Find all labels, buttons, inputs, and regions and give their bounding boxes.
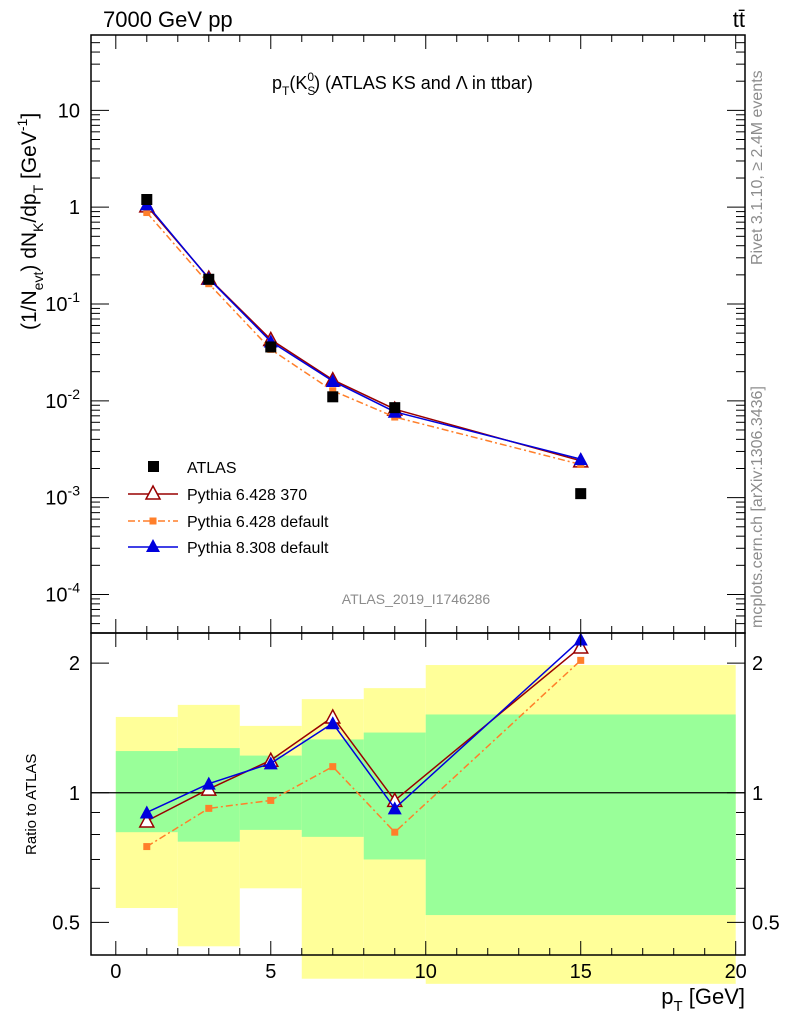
ratio-series-layer: [138, 632, 589, 851]
process-label: tt̄: [733, 7, 745, 32]
ratio-line-pythia-6-428-370: [146, 646, 582, 822]
legend-label-pythia6-370: Pythia 6.428 370: [187, 487, 307, 504]
main-series-pythia-6-428-370: [138, 197, 589, 468]
legend-item-pythia6-default: Pythia 6.428 default: [128, 514, 329, 531]
main-point-pythia-8-308-default: [325, 374, 340, 388]
main-point-atlas: [327, 391, 339, 403]
main-line-pythia-6-428-370: [146, 205, 581, 462]
ratio-y-tick-labels: 0.5 0.5 1 1 2 2: [52, 653, 780, 934]
main-series-atlas: [141, 194, 587, 500]
main-y-tick-label: 10-4: [45, 579, 80, 606]
main-y-tick-label: 10-2: [45, 386, 80, 413]
main-series-pythia-6-428-default: [143, 209, 585, 468]
plot-title: pT(KS0) (ATLAS KS and Λ in ttbar): [272, 70, 533, 98]
ratio-frame: [90, 632, 746, 956]
main-point-atlas: [389, 402, 401, 414]
rivet-label: Rivet 3.1.10, ≥ 2.4M events: [749, 70, 766, 265]
main-point-pythia-8-308-default: [573, 452, 588, 466]
main-y-tick-label: 1: [69, 197, 80, 219]
ratio-axis-ticks: [91, 633, 745, 955]
main-axis-ticks: [91, 34, 745, 634]
x-axis-label: pT [GeV]: [661, 984, 745, 1015]
legend-item-pythia6-370: Pythia 6.428 370: [128, 484, 307, 504]
main-point-atlas: [203, 273, 215, 285]
ratio-y-tick-label-left: 0.5: [52, 912, 80, 934]
ratio-point-pythia-6-428-default: [143, 843, 151, 851]
x-tick-label: 15: [570, 961, 592, 983]
x-tick-label: 10: [415, 961, 437, 983]
legend-marker-pythia8: [146, 539, 160, 552]
ratio-point-pythia-6-428-default: [267, 796, 275, 804]
legend-label-pythia6-default: Pythia 6.428 default: [187, 514, 329, 531]
legend-item-pythia8: Pythia 8.308 default: [128, 539, 329, 557]
ratio-uncertainty-bands: [115, 665, 736, 984]
main-y-tick-label: 10: [58, 100, 80, 122]
main-panel: 10-4 10-3 10-2 10-1 1 10 pT(KS0) (ATLAS KS an…: [14, 34, 746, 634]
ratio-series-pythia-6-428-default: [143, 656, 585, 851]
legend: ATLAS Pythia 6.428 370 Pythia 6.428 defa…: [128, 460, 329, 557]
ratio-y-tick-label-right: 0.5: [752, 912, 780, 934]
main-point-atlas: [141, 194, 153, 206]
main-line-pythia-8-308-default: [146, 203, 581, 460]
ratio-point-pythia-8-308-default: [387, 801, 402, 815]
analysis-label: ATLAS_2019_I1746286: [342, 591, 491, 607]
ratio-point-pythia-6-428-default: [391, 828, 399, 836]
energy-label: 7000 GeV pp: [103, 7, 233, 32]
ratio-point-pythia-6-428-default: [577, 656, 585, 664]
ratio-point-pythia-6-428-default: [205, 804, 213, 812]
ratio-point-pythia-8-308-default: [139, 805, 154, 819]
ratio-y-tick-label-right: 2: [752, 653, 763, 675]
main-series-pythia-8-308-default: [139, 197, 588, 466]
x-tick-label: 20: [725, 961, 747, 983]
main-point-pythia-6-428-default: [143, 209, 151, 217]
ratio-panel: 0.5 0.5 1 1 2 2 0 5 10 15 20 Ratio to ATLAS pT [G…: [23, 632, 780, 1015]
ratio-line-pythia-8-308-default: [146, 638, 582, 814]
main-y-axis-label: (1/Nevt) dNK/dpT [GeV-1]: [14, 113, 46, 330]
x-tick-labels: 0 5 10 15 20: [110, 961, 747, 983]
ratio-y-tick-label-left: 2: [69, 653, 80, 675]
ratio-y-tick-label-right: 1: [752, 783, 763, 805]
ratio-line-pythia-6-428-default: [146, 659, 582, 848]
mcplots-label: mcplots.cern.ch [arXiv:1306.3436]: [749, 386, 766, 628]
legend-marker-pythia6-370: [144, 484, 162, 500]
legend-marker-atlas: [148, 461, 159, 472]
ratio-point-pythia-6-428-default: [329, 763, 337, 771]
main-series-layer: [138, 194, 589, 500]
main-point-pythia-6-428-default: [329, 387, 337, 395]
legend-label-pythia8: Pythia 8.308 default: [187, 540, 329, 557]
main-y-tick-label: 10-3: [45, 483, 80, 510]
inner-uncertainty-band: [425, 714, 736, 916]
main-y-tick-labels: 10-4 10-3 10-2 10-1 1 10: [45, 100, 80, 606]
legend-item-atlas: ATLAS: [148, 460, 237, 477]
ratio-y-axis-label: Ratio to ATLAS: [23, 754, 40, 855]
ratio-y-tick-label-left: 1: [69, 783, 80, 805]
legend-marker-pythia6-default: [149, 517, 157, 525]
main-point-atlas: [575, 488, 587, 500]
main-y-tick-label: 10-1: [45, 289, 80, 316]
x-tick-label: 5: [265, 961, 276, 983]
ratio-point-pythia-8-308-default: [325, 716, 340, 730]
ratio-point-pythia-6-428-370: [138, 812, 156, 828]
ratio-point-pythia-8-308-default: [263, 756, 278, 770]
ratio-point-pythia-8-308-default: [201, 776, 216, 790]
main-line-pythia-6-428-default: [146, 212, 581, 466]
legend-label-atlas: ATLAS: [187, 460, 237, 477]
main-point-atlas: [265, 341, 277, 353]
x-tick-label: 0: [110, 961, 121, 983]
